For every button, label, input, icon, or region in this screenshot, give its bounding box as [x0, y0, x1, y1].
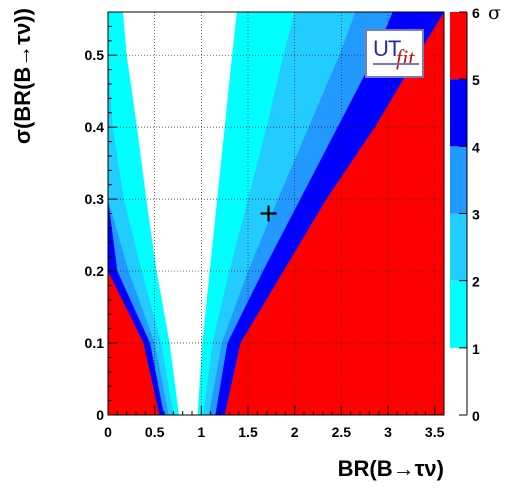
- color-scale-band: [450, 347, 467, 415]
- y-tick-label: 0.5: [85, 47, 105, 63]
- color-scale-band: [450, 79, 467, 147]
- color-scale-tick-label: 5: [472, 72, 480, 88]
- band-sigma-0-1: [122, 12, 237, 415]
- color-scale-band: [450, 280, 467, 348]
- y-tick-label: 0: [96, 407, 104, 423]
- x-tick-label: 3: [384, 424, 392, 440]
- axis-ticks: [107, 25, 436, 416]
- x-tick-label: 0.5: [145, 424, 165, 440]
- y-axis-title: σ(BR(B→τν)): [10, 8, 35, 144]
- color-scale-band: [450, 213, 467, 281]
- logo-underline: [373, 63, 419, 65]
- color-scale: [450, 11, 468, 416]
- x-tick-label: 1: [197, 424, 205, 440]
- utfit-logo: UT fit: [365, 29, 424, 78]
- color-scale-tick-label: 6: [472, 5, 480, 21]
- color-scale-tick-label: 3: [472, 207, 480, 223]
- color-scale-label: σ: [488, 2, 501, 24]
- color-scale-tick-labels: 0 1 2 3 4 5 6: [472, 5, 480, 424]
- x-tick-label: 2.5: [332, 424, 352, 440]
- x-tick-label: 2: [291, 424, 299, 440]
- y-tick-label: 0.3: [85, 191, 105, 207]
- color-scale-band: [450, 12, 467, 80]
- x-tick-labels: 0 0.5 1 1.5 2 2.5 3 3.5: [104, 424, 445, 440]
- color-scale-tick-label: 0: [472, 408, 480, 424]
- color-scale-tick-label: 2: [472, 274, 480, 290]
- best-fit-marker: [260, 205, 277, 222]
- y-tick-label: 0.4: [85, 119, 105, 135]
- logo-ut-text: UT: [373, 36, 401, 61]
- x-tick-label: 3.5: [425, 424, 445, 440]
- y-tick-label: 0.1: [85, 335, 105, 351]
- y-tick-labels: 0 0.1 0.2 0.3 0.4 0.5: [85, 47, 105, 423]
- color-scale-tick-label: 4: [472, 139, 480, 155]
- color-scale-tick-label: 1: [472, 341, 480, 357]
- logo-fit-text: fit: [396, 45, 415, 70]
- x-tick-label: 0: [104, 424, 112, 440]
- x-tick-label: 1.5: [238, 424, 258, 440]
- x-axis-title: BR(B→τν): [338, 456, 444, 481]
- y-tick-label: 0.2: [85, 263, 105, 279]
- color-scale-band: [450, 146, 467, 214]
